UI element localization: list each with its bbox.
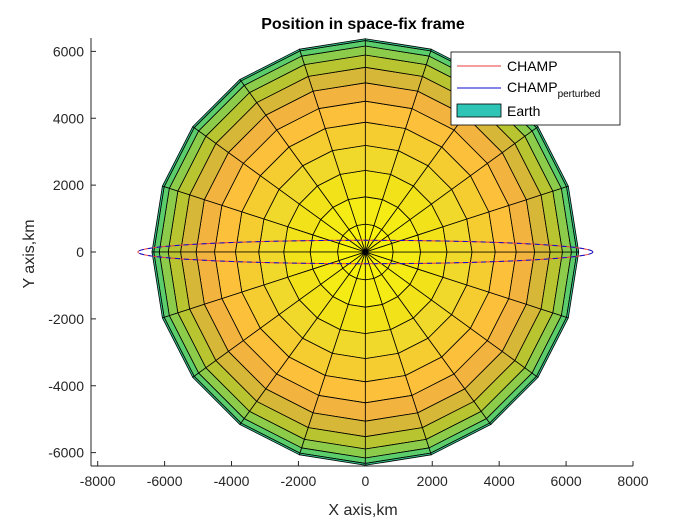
earth-patch (364, 38, 432, 52)
x-tick-label: 8000 (617, 473, 648, 489)
x-tick-label: 2000 (417, 473, 448, 489)
legend-champ-label: CHAMP (507, 58, 558, 74)
legend-earth-label: Earth (507, 103, 540, 119)
x-tick-label: -8000 (80, 473, 116, 489)
y-tick-label: 4000 (53, 110, 84, 126)
x-tick-label: -4000 (214, 473, 250, 489)
y-tick-label: -6000 (48, 445, 84, 461)
plot-area (137, 38, 594, 466)
y-tick-label: 6000 (53, 43, 84, 59)
x-tick-label: 4000 (484, 473, 515, 489)
x-tick-label: -6000 (147, 473, 183, 489)
y-tick-label: -4000 (48, 378, 84, 394)
x-tick-label: 6000 (551, 473, 582, 489)
y-tick-label: 2000 (53, 177, 84, 193)
axes: -8000 -6000 -4000 -2000 0 2000 4000 6000 8000 -60… (48, 38, 649, 489)
x-axis-title: X axis,km (328, 502, 397, 519)
series-champ-perturbed-orbit (137, 239, 594, 265)
plot-content (137, 38, 594, 466)
x-tick-label: 0 (361, 473, 369, 489)
y-axis-title: Y axis,km (21, 219, 38, 288)
legend-champ-perturbed-subscript: perturbed (558, 89, 601, 100)
y-tick-label: -2000 (48, 311, 84, 327)
chart-title: Position in space-fix frame (261, 16, 465, 33)
x-tick-label: -2000 (281, 473, 317, 489)
y-tick-label: 0 (76, 244, 84, 260)
legend-earth-swatch (456, 103, 502, 118)
earth-surface (151, 38, 580, 466)
